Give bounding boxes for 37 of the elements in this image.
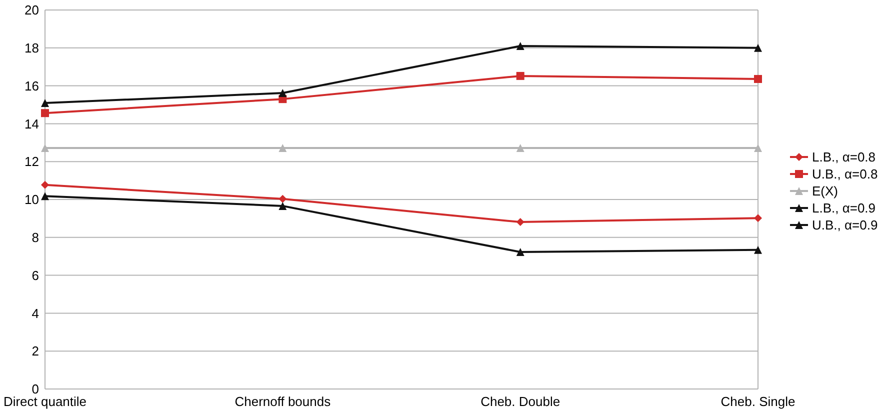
legend-label: L.B., α=0.9 bbox=[812, 200, 876, 216]
point bbox=[754, 44, 762, 52]
y-tick-label: 14 bbox=[24, 116, 39, 132]
point bbox=[278, 202, 287, 210]
point bbox=[41, 192, 49, 200]
y-tick-label: 16 bbox=[24, 78, 39, 94]
legend-label: U.B., α=0.8 bbox=[812, 166, 878, 182]
legend-label: E(X) bbox=[812, 184, 838, 199]
point bbox=[516, 218, 524, 226]
legend-label: L.B., α=0.8 bbox=[812, 150, 876, 165]
y-tick-label: 0 bbox=[32, 382, 39, 397]
y-tick-label: 20 bbox=[24, 2, 39, 18]
point bbox=[278, 194, 287, 203]
point bbox=[516, 72, 524, 80]
point bbox=[278, 144, 287, 152]
point bbox=[754, 74, 762, 83]
point bbox=[41, 109, 49, 118]
y-tick-label: 4 bbox=[32, 306, 39, 321]
y-tick-label: 12 bbox=[24, 154, 39, 170]
y-tick-label: 6 bbox=[32, 268, 39, 283]
point bbox=[754, 214, 762, 222]
point bbox=[516, 144, 524, 152]
point bbox=[516, 42, 524, 50]
point bbox=[754, 246, 762, 254]
point bbox=[41, 180, 49, 189]
y-tick-label: 2 bbox=[32, 344, 39, 359]
legend-label: U.B., α=0.9 bbox=[812, 218, 878, 233]
y-tick-label: 18 bbox=[24, 40, 39, 56]
x-tick-label: Cheb. Single bbox=[720, 394, 796, 409]
point bbox=[516, 248, 524, 256]
x-tick-label: Direct quantile bbox=[3, 394, 87, 409]
x-tick-label: Cheb. Double bbox=[480, 394, 560, 409]
point bbox=[278, 89, 287, 97]
point bbox=[41, 99, 49, 108]
y-tick-label: 10 bbox=[24, 192, 39, 208]
x-tick-label: Chernoff bounds bbox=[234, 394, 332, 409]
y-tick-label: 8 bbox=[32, 230, 39, 245]
